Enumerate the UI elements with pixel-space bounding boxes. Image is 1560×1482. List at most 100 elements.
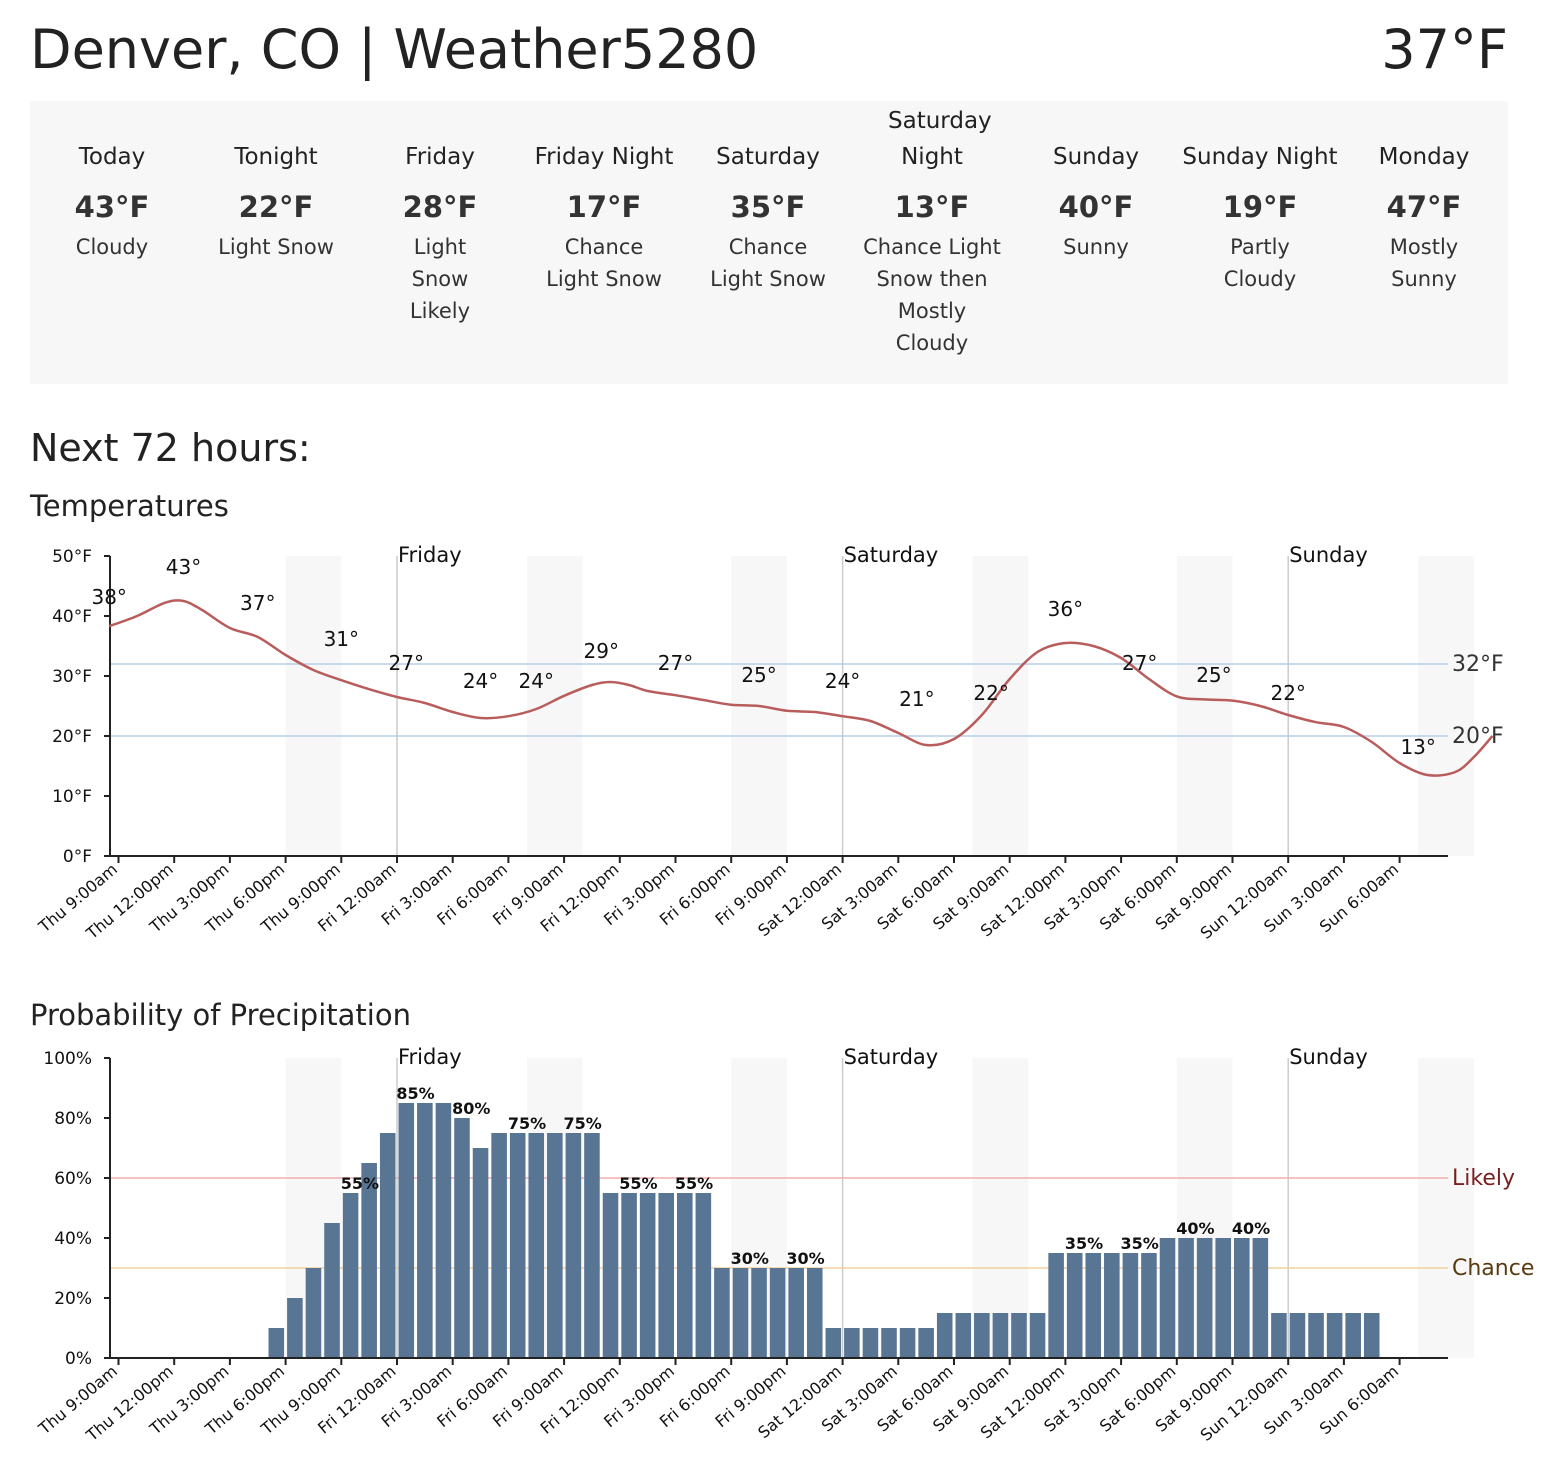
y-tick-label: 40°F [52,607,92,627]
period-temperature: 22°F [238,190,314,224]
precip-bar [1104,1253,1120,1358]
precip-bar [955,1313,972,1358]
precip-label: 35% [1065,1234,1103,1253]
period-temperature: 13°F [894,190,970,224]
precip-bar [862,1328,879,1358]
day-label: Sunday [1289,543,1368,567]
y-tick-label: 80% [54,1109,92,1129]
precip-bar [1345,1313,1361,1358]
precip-chart-title: Probability of Precipitation [30,998,411,1032]
precip-bar [454,1118,470,1358]
current-temperature: 37°F [1381,18,1508,81]
temperature-chart: Friday Saturday Sunday 32°F 20°F 0°F 10°F 20°F 3… [34,543,1504,943]
temperature-label: 31° [324,627,359,651]
precip-bar [769,1268,786,1358]
night-band [1418,1058,1474,1358]
night-band [972,556,1029,856]
precip-bar [417,1103,433,1358]
forecast-period: Tonight 22°F Light Snow [194,101,358,384]
period-description: Light Snow [218,235,334,259]
period-name: Friday Night [534,144,674,170]
forecast-period: Saturday Night 13°F Chance Light Snow th… [850,101,1014,384]
precip-bar [1085,1253,1102,1358]
period-name: Sunday Night [1182,144,1338,170]
day-label: Friday [398,1045,462,1069]
period-description: Partly Cloudy [1223,235,1297,291]
precip-label: 30% [786,1249,824,1268]
precip-bar [788,1268,804,1358]
y-tick-label: 40% [54,1229,92,1249]
day-label: Saturday [844,543,939,567]
precip-label: 85% [396,1084,434,1103]
period-temperature: 40°F [1058,190,1134,224]
precip-bar [732,1268,749,1358]
day-label: Friday [398,543,462,567]
precip-bar [1048,1253,1064,1358]
precip-bar [1178,1238,1194,1358]
precip-bar [1308,1313,1324,1358]
period-name: Saturday Night [888,108,992,170]
period-description: Chance Light Snow [710,235,826,291]
precip-bar [361,1163,377,1358]
precip-bar [1215,1238,1231,1358]
precip-bar [435,1103,452,1358]
precip-label: 75% [508,1114,546,1133]
y-tick-label: 100% [43,1049,92,1069]
temperature-line [108,599,1494,777]
temperature-label: 22° [1270,681,1305,705]
precip-bar [1159,1238,1176,1358]
precip-bar [621,1193,637,1358]
precip-bar [658,1193,674,1358]
precip-bar [1271,1313,1287,1358]
forecast-period: Friday 28°F Light Snow Likely [358,101,522,384]
temperature-chart-title: Temperatures [30,489,229,523]
precip-label: 30% [731,1249,769,1268]
y-tick-label: 50°F [52,547,92,567]
period-name: Tonight [234,144,318,170]
night-band [285,556,342,856]
night-band [1418,556,1474,856]
precip-bar [1122,1253,1139,1358]
period-name: Friday [405,144,475,170]
forecast-period: Friday Night 17°F Chance Light Snow [522,101,686,384]
precip-label: 55% [619,1174,657,1193]
reference-label: 32°F [1452,652,1504,677]
precip-label: 75% [564,1114,602,1133]
temperature-label: 25° [741,663,776,687]
reference-label: Chance [1452,1256,1534,1281]
precip-bar [751,1268,767,1358]
precip-bar [1234,1238,1250,1358]
precip-bar [1141,1253,1157,1358]
precip-label: 55% [341,1174,379,1193]
precip-bar [565,1133,582,1358]
night-band [972,1058,1029,1358]
precip-bar [268,1328,285,1358]
precip-bar [806,1268,823,1358]
period-description: Chance Light Snow then Mostly Cloudy [863,235,1001,355]
precip-bar [509,1133,526,1358]
temperature-label: 37° [240,591,275,615]
precip-bar [584,1133,600,1358]
precip-bar [881,1328,897,1358]
forecast-period: Sunday 40°F Sunny [1014,101,1178,384]
temperature-label: 27° [1122,651,1157,675]
precip-label: 80% [452,1099,490,1118]
precip-label: 40% [1176,1219,1214,1238]
night-band [526,556,583,856]
precip-bar [1011,1313,1027,1358]
precip-bar [287,1298,303,1358]
temperature-label: 21° [899,687,934,711]
temperature-label: 13° [1400,735,1435,759]
precip-bar [398,1103,415,1358]
precip-bar [918,1328,934,1358]
precip-bar [714,1268,730,1358]
temperature-label: 27° [389,651,424,675]
period-temperature: 19°F [1222,190,1298,224]
precip-bar [992,1313,1009,1358]
y-tick-label: 0% [65,1349,92,1369]
precip-bar [491,1133,507,1358]
section-title: Next 72 hours: [30,426,311,470]
temperature-label: 24° [825,669,860,693]
period-temperature: 17°F [566,190,642,224]
precip-bar [379,1133,396,1358]
